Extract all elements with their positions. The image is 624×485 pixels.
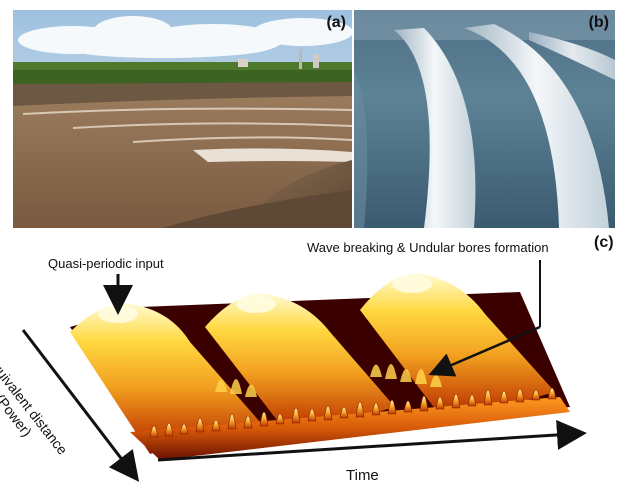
roll-cloud-photo bbox=[354, 10, 615, 228]
distance-axis-arrow bbox=[21, 329, 140, 482]
tidal-bore-photo bbox=[13, 10, 352, 228]
panel-b-photo: (b) bbox=[354, 10, 615, 228]
panel-a-label: (a) bbox=[326, 14, 346, 31]
wave-surface-3d bbox=[21, 260, 587, 482]
panel-b-label: (b) bbox=[588, 14, 609, 31]
panel-a-photo: (a) bbox=[13, 10, 352, 228]
time-axis-label: Time bbox=[346, 467, 379, 484]
wave-breaking-label: Wave breaking & Undular bores formation bbox=[307, 240, 549, 255]
panel-c-surface-plot: (c) Quasi-periodic input Wave breaking &… bbox=[0, 232, 624, 485]
quasi-periodic-input-label: Quasi-periodic input bbox=[48, 256, 164, 271]
breaking-annotation-arrow bbox=[428, 325, 541, 377]
panel-c-label: (c) bbox=[594, 234, 614, 251]
time-axis-arrow bbox=[157, 419, 587, 462]
